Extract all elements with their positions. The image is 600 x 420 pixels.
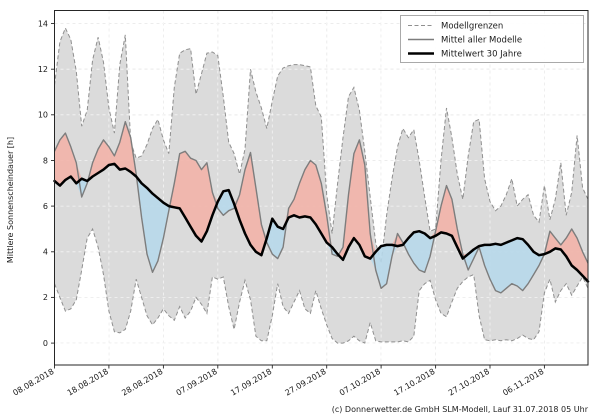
climate-mean-line (53, 162, 590, 283)
legend: Modellgrenzen Mittel aller Modelle Mitte… (400, 15, 584, 63)
plot-series (53, 10, 590, 365)
y-tick-label: 0 (43, 339, 48, 348)
y-tick-label: 2 (43, 293, 48, 302)
legend-label: Mittelwert 30 Jahre (441, 50, 522, 60)
legend-item-model-range: Modellgrenzen (408, 22, 503, 32)
below-normal-area (54, 163, 588, 293)
model-range-upper-edge (54, 26, 589, 264)
footer-credit: (c) Donnerwetter.de GmbH SLM-Modell, Lau… (332, 405, 589, 414)
legend-item-climate-mean: Mittelwert 30 Jahre (408, 50, 522, 60)
y-tick-label: 12 (38, 65, 48, 74)
y-tick-label: 10 (38, 111, 48, 120)
y-tick-label: 8 (43, 156, 48, 165)
legend-label: Mittel aller Modelle (441, 36, 522, 46)
y-tick-label: 14 (38, 19, 48, 28)
legend-label: Modellgrenzen (441, 22, 503, 32)
legend-item-model-mean: Mittel aller Modelle (408, 36, 522, 46)
y-axis-label: Mittlere Sonnenscheindauer [h] (6, 137, 15, 263)
plot-border (54, 10, 589, 366)
y-tick-label: 6 (43, 202, 48, 211)
model-range-lower-edge (54, 227, 589, 344)
y-tick-label: 4 (43, 248, 48, 257)
model-mean-line (53, 121, 589, 294)
